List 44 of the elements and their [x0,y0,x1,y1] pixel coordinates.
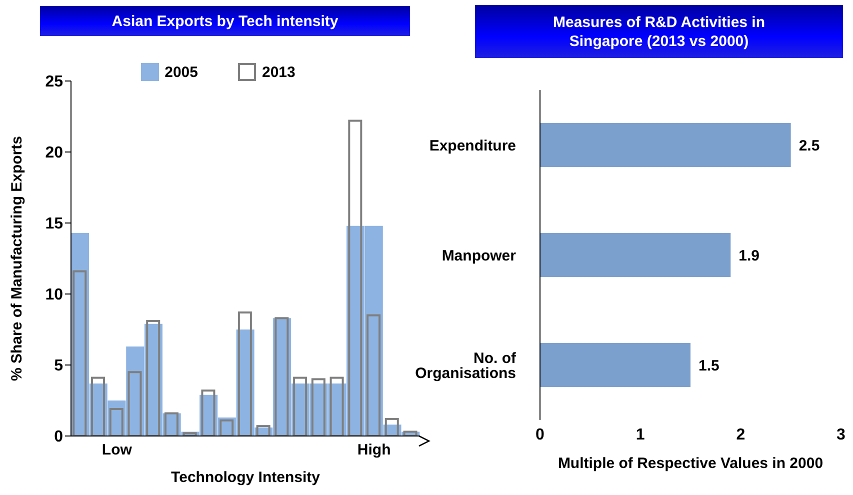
x-tick-label: 1 [636,426,645,444]
x-axis-title: Technology Intensity [171,469,321,486]
bar [330,376,344,436]
bar [72,270,87,436]
y-tick-label: 20 [45,144,64,162]
data-label: 2.5 [798,137,820,154]
bar [274,317,289,436]
legend-label: 2013 [262,64,296,80]
x-tick-label: 2 [736,426,746,444]
bar [403,430,418,436]
data-label: 1.9 [738,247,760,264]
y-tick-label: Manpower [442,247,516,264]
y-tick-label: Expenditure [429,137,516,154]
legend-label: 2005 [164,64,198,80]
chart-title: Asian Exports by Tech intensity [40,6,410,36]
y-tick-label: 25 [45,74,64,91]
bar [366,314,381,436]
bar [293,376,308,436]
bar [182,432,197,436]
bar [540,343,690,387]
bar [128,371,142,436]
bar [540,233,731,277]
data-label: 1.5 [698,357,720,374]
bar [348,120,362,436]
bar [91,376,105,436]
bar [201,390,216,436]
bar [540,123,791,167]
y-tick-label: No. of Organisations [415,350,517,382]
y-tick-label: 10 [45,286,64,304]
bar [146,320,160,436]
bar [311,378,326,436]
x-tick-label: High [357,442,391,459]
x-tick-label: Low [102,442,132,459]
chart-title: Measures of R&D Activities in Singapore (2013 vs 2000) [475,5,843,58]
x-tick-label: 3 [836,426,846,444]
bar [238,311,252,436]
y-tick-label: 15 [45,216,64,233]
x-tick-label: 0 [536,426,545,444]
bar [256,425,270,436]
bar [384,418,399,436]
x-axis-title: Multiple of Respective Values in 2000 [558,455,824,472]
y-axis-title: % Share of Manufacturing Exports [8,136,26,382]
bar [109,408,124,436]
y-tick-label: 5 [54,358,64,375]
